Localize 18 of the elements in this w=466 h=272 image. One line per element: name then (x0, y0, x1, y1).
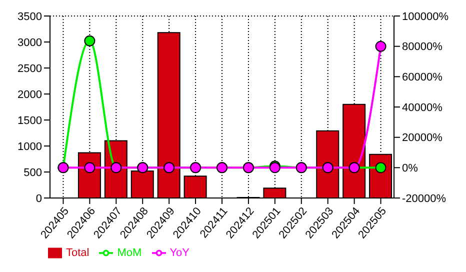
y2-tick-label: 100000% (402, 10, 449, 23)
y-tick-label: 500 (24, 167, 42, 179)
y-tick-label: 3000 (18, 37, 42, 49)
y2-tick-label: 80000% (402, 41, 443, 54)
legend-label: Total (66, 246, 90, 259)
legend-label: MoM (117, 246, 142, 259)
y-tick-label: 2500 (18, 63, 42, 75)
y-tick-label: 2000 (18, 89, 42, 101)
y-tick-label: 3500 (18, 11, 42, 23)
y2-tick-label: 40000% (402, 102, 443, 114)
y2-tick-label: 20000% (402, 132, 443, 144)
y-tick-label: 1500 (18, 115, 42, 127)
y-tick-label: 1000 (18, 141, 42, 153)
y-tick-label: 0 (36, 193, 42, 205)
legend-label: YoY (170, 246, 190, 259)
y2-tick-label: -20000% (402, 192, 446, 205)
y2-tick-label: 0% (402, 162, 418, 175)
y2-tick-label: 60000% (402, 72, 443, 84)
